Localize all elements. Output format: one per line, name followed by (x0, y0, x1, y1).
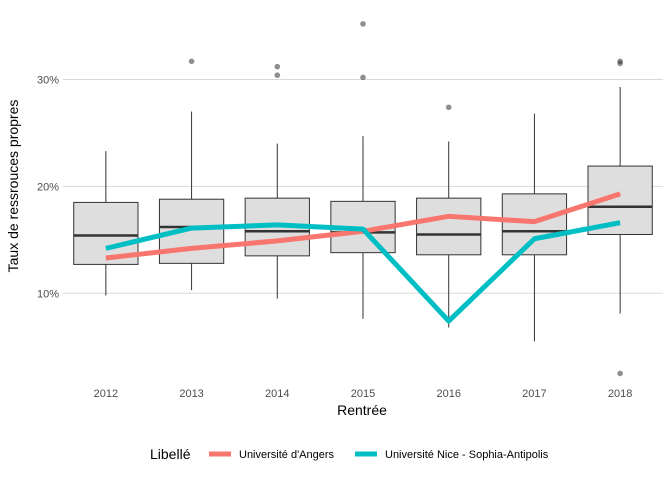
legend: Libellé Université d'Angers Université N… (150, 446, 549, 462)
series-lines (105, 191, 621, 324)
x-tick-label: 2013 (179, 388, 203, 400)
y-tick-label: 10% (37, 288, 59, 300)
box-rect (416, 197, 482, 256)
outlier-point (360, 21, 366, 27)
box-2018 (587, 58, 653, 377)
x-tick-label: 2017 (522, 388, 546, 400)
series-line-1 (105, 220, 621, 324)
box-2013 (158, 58, 225, 291)
outlier-point (617, 60, 623, 67)
box-2014 (244, 63, 310, 299)
outlier-point (274, 72, 281, 79)
outlier-point (274, 63, 281, 70)
legend-label-nice: Université Nice - Sophia-Antipolis (385, 449, 549, 461)
x-axis-title: Rentrée (337, 402, 387, 418)
legend-label-angers: Université d'Angers (239, 449, 335, 461)
outlier-point (617, 370, 623, 377)
x-tick-label: 2014 (265, 388, 289, 400)
y-axis-title: Taux de ressrouces propres (5, 100, 21, 273)
y-tick-label: 20% (37, 181, 59, 193)
box-2016 (416, 104, 482, 328)
outlier-point (360, 74, 366, 81)
boxplots (73, 21, 653, 377)
box-rect (501, 193, 568, 256)
box-2017 (501, 113, 568, 342)
y-tick-label: 30% (37, 74, 59, 86)
outlier-point (188, 58, 195, 65)
box-2012 (73, 151, 139, 296)
x-axis-ticks: 2012 2013 2014 2015 2016 2017 2018 (94, 388, 633, 400)
box-2015 (330, 21, 396, 319)
x-tick-label: 2016 (436, 388, 460, 400)
legend-title: Libellé (150, 446, 191, 462)
x-tick-label: 2018 (608, 388, 632, 400)
x-tick-label: 2012 (94, 388, 118, 400)
x-tick-label: 2015 (351, 388, 375, 400)
outlier-point (445, 104, 452, 111)
y-axis-ticks: 10% 20% 30% (37, 74, 59, 300)
